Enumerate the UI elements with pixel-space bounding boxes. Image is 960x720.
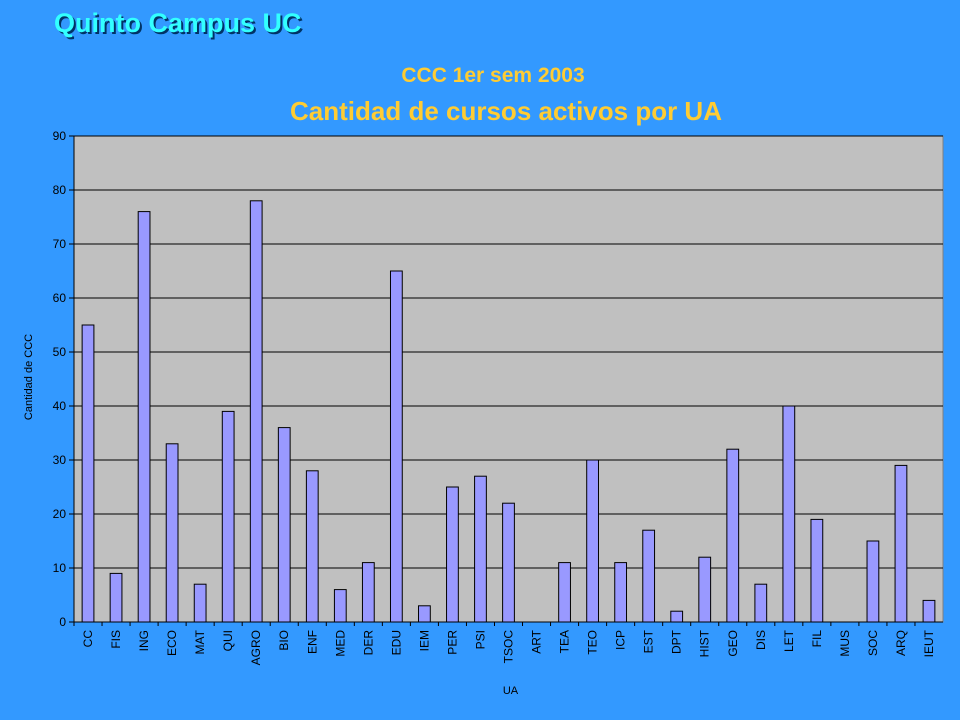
x-tick-label: MUS (838, 630, 852, 657)
bar-bio (277, 427, 291, 623)
x-tick-label: GEO (726, 630, 740, 657)
bar-dis (754, 583, 768, 623)
x-tick-label: TSOC (502, 630, 516, 664)
bar-arq (894, 464, 908, 623)
x-tick-label: BIO (277, 630, 291, 651)
bar-teo (586, 459, 599, 623)
x-tick-label: PSI (473, 630, 487, 649)
bar-per (446, 486, 459, 623)
x-tick-label: IEUT (922, 629, 936, 657)
x-axis-label: UA (503, 685, 519, 697)
bar-geo (726, 448, 740, 623)
x-tick-label: HIST (698, 629, 712, 657)
x-tick-label: FIL (810, 630, 824, 648)
x-tick-label: ICP (614, 630, 628, 650)
bar-iem (418, 605, 431, 623)
x-tick-label: IEM (417, 630, 431, 651)
x-tick-label: AGRO (249, 630, 263, 665)
bar-dpt (670, 610, 684, 623)
y-tick-label: 90 (53, 129, 67, 143)
x-tick-label: LET (782, 629, 796, 652)
x-axis: CC FIS ING ECO MAT QUI AGRO BIO ENF MED DER EDU IEM P… (73, 622, 936, 665)
bar-mat (193, 583, 207, 623)
y-tick-label: 80 (53, 183, 67, 197)
bar-est (642, 529, 656, 623)
y-tick-label: 0 (59, 615, 66, 629)
x-tick-label: ARQ (894, 630, 908, 656)
x-tick-label: PER (445, 630, 459, 655)
bar-agro (249, 200, 263, 623)
bar-enf (305, 470, 319, 623)
chart-title: Cantidad de cursos activos por UA (290, 96, 722, 126)
y-tick-label: 40 (53, 399, 67, 413)
y-tick-label: 50 (53, 345, 67, 359)
x-tick-label: MAT (193, 629, 207, 654)
slide-title: Quinto Campus UC (54, 8, 302, 38)
x-tick-label: SOC (866, 630, 880, 656)
bar-der (361, 562, 375, 623)
bar-let (782, 405, 796, 623)
y-tick-label: 10 (53, 561, 67, 575)
bar-ieut (922, 599, 936, 623)
bar-tsoc (502, 502, 515, 623)
x-tick-label: DPT (670, 629, 684, 654)
bar-edu (389, 270, 403, 623)
chart-subtitle: CCC 1er sem 2003 (401, 64, 585, 87)
x-tick-label: QUI (221, 630, 235, 651)
x-tick-label: CC (81, 630, 95, 648)
bar-tea (558, 562, 571, 623)
x-tick-label: TEA (558, 630, 572, 653)
x-tick-label: EDU (389, 630, 403, 655)
x-tick-label: ECO (165, 630, 179, 656)
bar-med (333, 589, 347, 623)
x-tick-label: ART (530, 629, 544, 653)
y-tick-label: 60 (53, 291, 67, 305)
bar-fil (810, 518, 824, 623)
bar-qui (221, 410, 235, 623)
bar-icp (614, 562, 628, 623)
bar-soc (866, 540, 880, 623)
bar-cc (81, 324, 95, 623)
x-tick-label: ENF (305, 630, 319, 654)
x-tick-label: DER (361, 630, 375, 656)
y-tick-label: 30 (53, 453, 67, 467)
y-axis: 0 10 20 30 40 50 60 70 80 90 (53, 129, 943, 629)
bar-eco (165, 443, 179, 623)
y-tick-label: 20 (53, 507, 67, 521)
bar-hist (698, 556, 712, 623)
y-axis-label: Cantidad de CCC (23, 334, 35, 420)
bar-fis (109, 572, 123, 623)
x-tick-label: ING (137, 630, 151, 651)
x-tick-label: DIS (754, 630, 768, 650)
y-tick-label: 70 (53, 237, 67, 251)
x-tick-label: MED (333, 630, 347, 657)
bar-psi (474, 475, 487, 623)
x-tick-label: EST (642, 629, 656, 653)
x-tick-label: FIS (109, 630, 123, 649)
x-tick-label: TEO (586, 630, 600, 655)
bar-ing (137, 211, 151, 623)
